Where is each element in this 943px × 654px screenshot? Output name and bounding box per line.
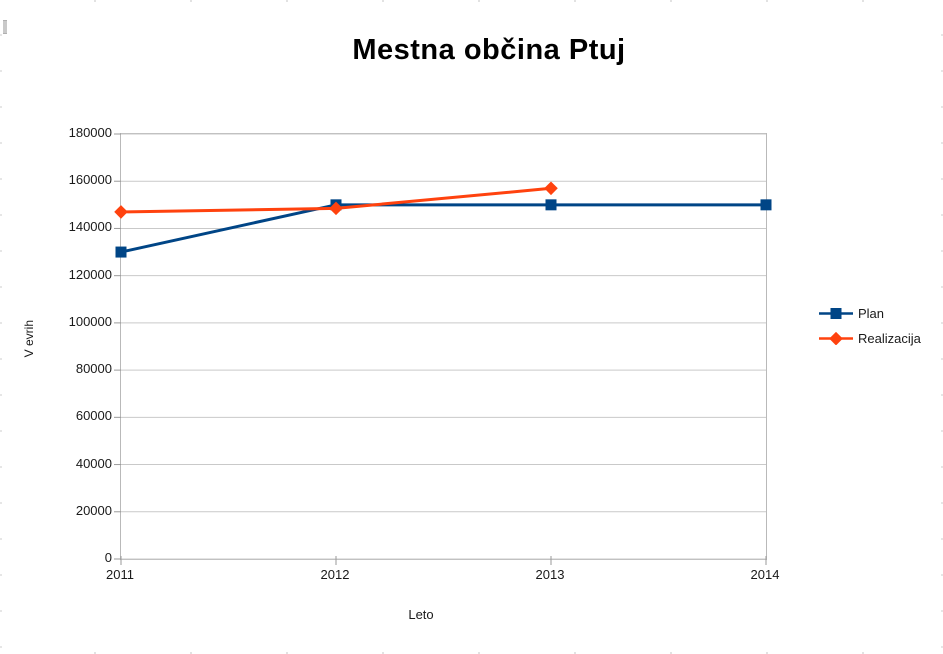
legend-marker-icon — [819, 332, 853, 345]
page-edge-ticks-bottom — [0, 652, 943, 654]
x-tick-label: 2012 — [320, 567, 350, 582]
page-edge-ticks-right — [941, 0, 943, 654]
x-tick-label: 2011 — [106, 567, 134, 582]
x-axis-title: Leto — [408, 607, 434, 622]
legend-item: Realizacija — [819, 326, 921, 351]
legend-marker-icon — [819, 308, 853, 319]
y-tick-label: 80000 — [75, 361, 112, 377]
legend: Plan Realizacija — [819, 301, 921, 351]
y-tick-label: 20000 — [75, 502, 112, 518]
x-tick-label: 2013 — [535, 567, 565, 582]
legend-label: Plan — [858, 306, 885, 321]
y-tick-label: 180000 — [68, 125, 112, 140]
page-edge-ticks-top — [0, 0, 943, 2]
plot-svg — [114, 133, 772, 565]
y-tick-label: 100000 — [68, 313, 112, 329]
legend-label: Realizacija — [858, 331, 921, 346]
y-tick-label: 120000 — [68, 266, 112, 282]
y-tick-label: 40000 — [75, 455, 112, 471]
page-edge-ticks-left — [0, 0, 2, 654]
edge-cursor-mark — [3, 20, 7, 34]
plot-area — [114, 133, 772, 565]
y-tick-label: 60000 — [75, 408, 112, 424]
y-tick-label: 0 — [104, 550, 112, 565]
legend-item: Plan — [819, 301, 921, 326]
y-tick-label: 140000 — [68, 219, 112, 235]
chart-title: Mestna občina Ptuj — [352, 34, 626, 66]
y-tick-label: 160000 — [68, 172, 112, 188]
x-tick-label: 2014 — [750, 567, 780, 582]
